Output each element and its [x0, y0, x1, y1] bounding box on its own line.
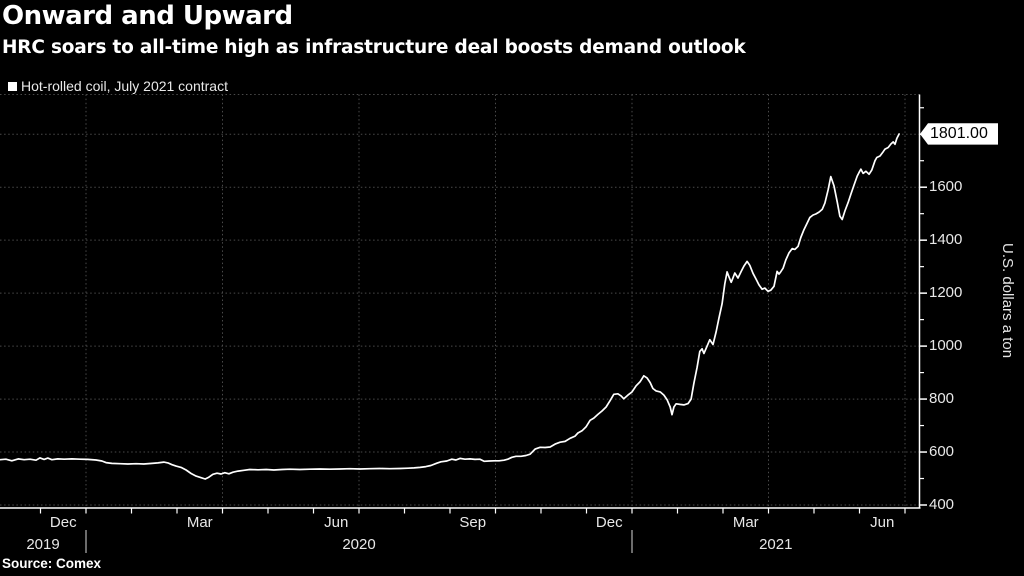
x-axis-month-label: Mar [732, 514, 759, 531]
legend-label: Hot-rolled coil, July 2021 contract [21, 78, 228, 94]
price-line [0, 133, 900, 480]
x-axis-year-label: 2020 [342, 536, 376, 553]
x-axis-month-label: Mar [186, 514, 213, 531]
y-axis-tick-label: 600 [929, 443, 955, 461]
y-axis-title: U.S. dollars a ton [999, 243, 1016, 359]
y-axis-tick-label: 1400 [929, 231, 963, 249]
x-axis-month-label: Jun [324, 514, 349, 531]
y-axis-tick-label: 1600 [929, 178, 963, 196]
x-axis-month-label: Dec [595, 514, 623, 531]
legend-swatch-icon [8, 81, 17, 91]
x-axis-month-label: Jun [870, 514, 895, 531]
source-label: Source: Comex [2, 556, 102, 571]
page-subtitle: HRC soars to all-time high as infrastruc… [2, 37, 746, 58]
y-axis-tick-label: 1200 [929, 284, 963, 302]
y-axis-tick-label: 400 [929, 496, 955, 513]
legend: Hot-rolled coil, July 2021 contract [8, 78, 228, 94]
x-axis-year-label: 2019 [26, 536, 60, 553]
x-axis-month-label: Dec [49, 514, 77, 531]
last-price-label: 1801.00 [930, 125, 988, 143]
last-price-flag [920, 123, 998, 145]
x-axis-month-label: Sep [459, 514, 487, 531]
y-axis-tick-label: 1000 [929, 337, 963, 355]
page-title: Onward and Upward [2, 1, 293, 31]
y-axis-tick-label: 800 [929, 390, 955, 408]
x-axis-year-label: 2021 [759, 536, 793, 553]
